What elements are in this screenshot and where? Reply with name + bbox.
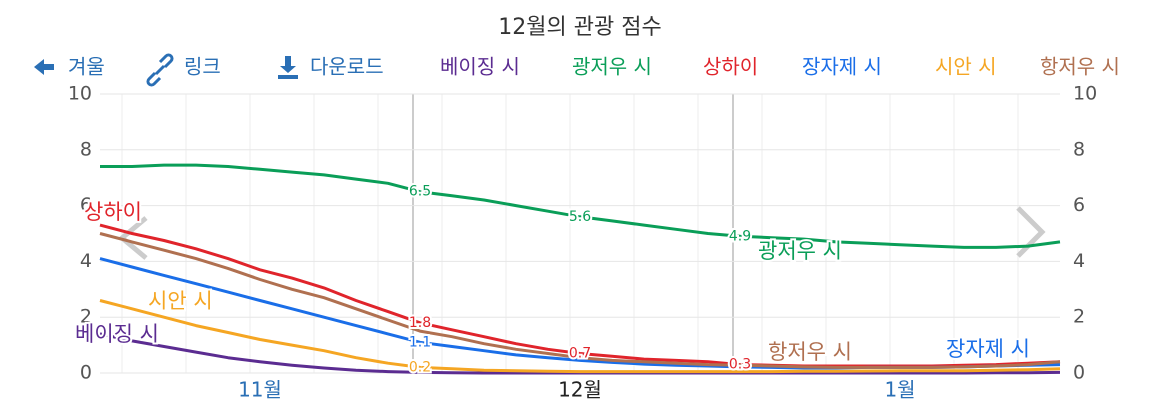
series-label: 항저우 시	[768, 340, 852, 364]
y-tick-label: 4	[80, 250, 92, 272]
series-line	[100, 163, 1061, 249]
x-tick-label: 1월	[884, 378, 915, 402]
y2-tick-label: 8	[1073, 138, 1085, 160]
value-label: 1.1	[409, 334, 431, 350]
chart-title: 12월의 관광 점수	[498, 15, 661, 40]
legend-entry[interactable]: 시안 시	[935, 55, 997, 79]
series-label: 장자제 시	[946, 337, 1030, 361]
legend-entry[interactable]: 상하이	[703, 55, 758, 79]
back-button[interactable]: 겨울	[34, 55, 105, 79]
download-label[interactable]: 다운로드	[310, 55, 384, 79]
legend-entry[interactable]: 장자제 시	[802, 55, 882, 79]
series-label: 베이징 시	[75, 322, 159, 346]
value-label: 0.3	[729, 357, 751, 373]
y2-tick-label: 4	[1073, 250, 1085, 272]
legend-entry[interactable]: 광저우 시	[572, 55, 652, 79]
value-label: 5.6	[569, 209, 591, 225]
y-tick-label: 8	[80, 138, 92, 160]
series-label: 시안 시	[148, 289, 213, 313]
download-button[interactable]: 다운로드	[278, 55, 384, 80]
back-label[interactable]: 겨울	[68, 55, 105, 79]
prev-arrow[interactable]	[118, 216, 148, 260]
y-tick-label: 2	[80, 306, 92, 328]
back-icon	[34, 59, 54, 75]
legend-entry[interactable]: 베이징 시	[440, 55, 520, 79]
series-label: 광저우 시	[758, 239, 842, 263]
link-icon	[146, 53, 174, 87]
next-arrow[interactable]	[1016, 206, 1046, 258]
y-tick-label: 6	[80, 194, 92, 216]
value-label: 1.8	[409, 315, 431, 331]
y2-tick-label: 6	[1073, 194, 1085, 216]
value-label: 6.5	[409, 184, 431, 200]
y-tick-label: 10	[68, 83, 92, 105]
legend-entry[interactable]: 항저우 시	[1040, 55, 1120, 79]
download-icon	[278, 56, 298, 79]
link-label[interactable]: 링크	[184, 55, 221, 79]
value-label: 0.7	[569, 345, 591, 361]
x-tick-label: 11월	[238, 378, 282, 402]
y2-tick-label: 10	[1073, 83, 1097, 105]
series-line	[99, 299, 1061, 374]
series-label: 상하이	[84, 200, 142, 224]
y-tick-label: 0	[80, 362, 92, 384]
y2-tick-label: 2	[1073, 306, 1085, 328]
series-line	[99, 232, 1061, 369]
value-label: 4.9	[729, 228, 751, 244]
x-tick-label: 12월	[558, 378, 602, 402]
y2-tick-label: 0	[1073, 362, 1085, 384]
link-button[interactable]: 링크	[146, 53, 221, 87]
value-label: 0.2	[409, 359, 431, 375]
